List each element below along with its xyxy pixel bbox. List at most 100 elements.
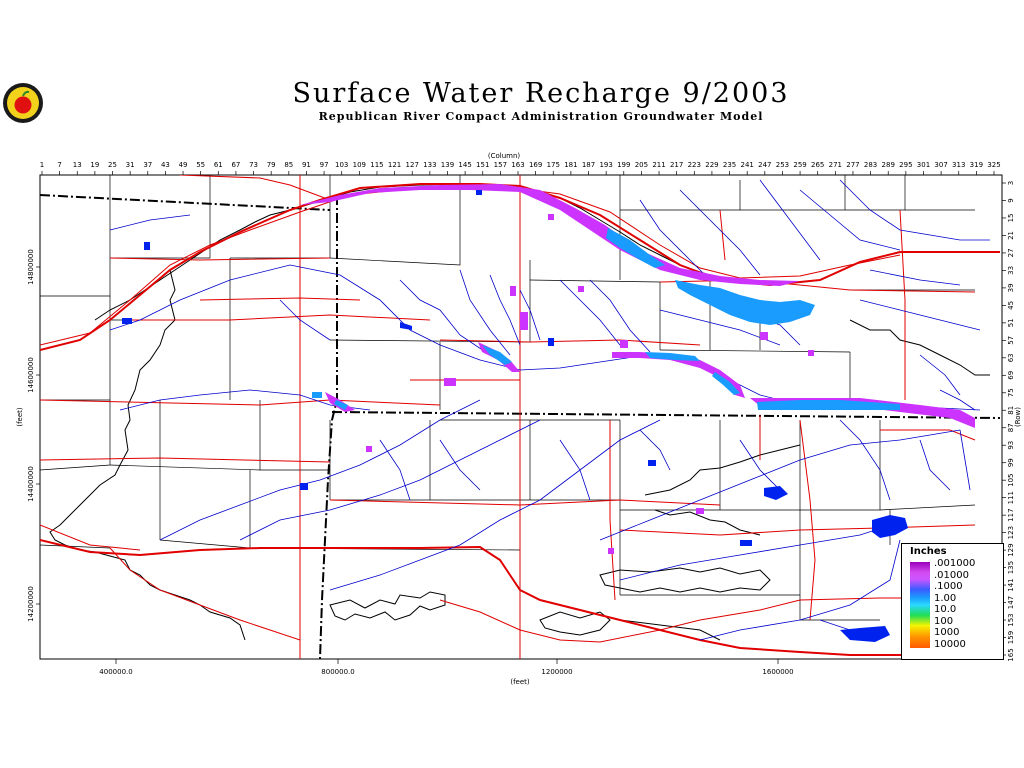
top-tick-label: 97	[320, 161, 329, 169]
top-tick-label: 7	[57, 161, 61, 169]
bottom-tick-label: 1600000	[762, 668, 793, 676]
county-boundaries	[40, 175, 976, 621]
right-tick-label: 15	[1007, 214, 1015, 223]
top-tick-label: 235	[723, 161, 736, 169]
bottom-axis: 400000.0 800000.0 1200000 1600000	[99, 659, 794, 676]
legend-label: .001000	[934, 558, 976, 569]
top-tick-label: 61	[214, 161, 223, 169]
legend-labels: .001000 .01000 .1000 1.00 10.0 100 1000 …	[934, 558, 975, 650]
top-tick-label: 163	[511, 161, 524, 169]
legend-title: Inches	[910, 546, 947, 557]
right-tick-label: 147	[1007, 596, 1015, 609]
top-tick-label: 271	[829, 161, 842, 169]
top-tick-label: 19	[90, 161, 99, 169]
right-tick-label: 111	[1007, 491, 1015, 504]
top-tick-label: 55	[196, 161, 205, 169]
top-tick-label: 325	[987, 161, 1000, 169]
right-tick-label: 27	[1007, 248, 1015, 257]
right-tick-label: 159	[1007, 631, 1015, 644]
right-tick-label: 3	[1007, 181, 1015, 185]
top-tick-label: 313	[952, 161, 965, 169]
map-subtitle: Republican River Compact Administration …	[318, 110, 764, 123]
legend-label: .1000	[934, 581, 963, 592]
right-tick-label: 33	[1007, 266, 1015, 275]
top-tick-label: 43	[161, 161, 170, 169]
bottom-axis-title: (feet)	[510, 678, 530, 686]
top-tick-label: 211	[652, 161, 665, 169]
right-tick-label: 81	[1007, 406, 1015, 415]
right-tick-label: 63	[1007, 353, 1015, 362]
bottom-tick-label: 800000.0	[321, 668, 354, 676]
right-tick-label: 135	[1007, 561, 1015, 574]
top-tick-label: 253	[776, 161, 789, 169]
top-tick-label: 145	[458, 161, 471, 169]
right-tick-label: 117	[1007, 508, 1015, 521]
top-tick-label: 259	[793, 161, 806, 169]
recharge-high-cells	[312, 228, 900, 410]
top-tick-label: 319	[970, 161, 983, 169]
bottom-tick-label: 1200000	[541, 668, 572, 676]
top-tick-label: 103	[335, 161, 348, 169]
legend-label: 10000	[934, 638, 966, 650]
right-tick-label: 9	[1007, 198, 1015, 202]
top-tick-label: 13	[73, 161, 82, 169]
left-axis: 14800000 14600000 14400000 14200000	[27, 249, 40, 622]
top-tick-label: 205	[635, 161, 648, 169]
top-tick-label: 121	[388, 161, 401, 169]
right-tick-label: 123	[1007, 526, 1015, 539]
top-tick-label: 157	[494, 161, 507, 169]
top-tick-label: 37	[143, 161, 152, 169]
top-tick-label: 91	[302, 161, 311, 169]
right-tick-label: 105	[1007, 473, 1015, 486]
top-tick-label: 73	[249, 161, 258, 169]
top-tick-label: 229	[705, 161, 718, 169]
right-tick-label: 93	[1007, 441, 1015, 450]
right-tick-label: 165	[1007, 648, 1015, 661]
top-tick-label: 31	[126, 161, 135, 169]
top-axis: 1 7 13 19 25 31 37 43 49 55 61 67 73 79 85 91 97 103 109 11…	[40, 161, 1001, 175]
legend-label: 100	[934, 615, 954, 627]
top-tick-label: 127	[406, 161, 419, 169]
top-tick-label: 193	[599, 161, 612, 169]
apple-logo-icon	[3, 83, 43, 123]
top-tick-label: 301	[917, 161, 930, 169]
left-tick-label: 14600000	[27, 357, 35, 393]
legend-label: 1000	[934, 627, 960, 638]
right-tick-label: 39	[1007, 283, 1015, 292]
top-tick-label: 241	[740, 161, 753, 169]
top-tick-label: 25	[108, 161, 117, 169]
top-tick-label: 283	[864, 161, 877, 169]
top-tick-label: 109	[353, 161, 366, 169]
top-tick-label: 169	[529, 161, 542, 169]
right-tick-label: 69	[1007, 371, 1015, 380]
right-tick-label: 57	[1007, 336, 1015, 345]
right-tick-label: 153	[1007, 613, 1015, 626]
top-tick-label: 175	[547, 161, 560, 169]
top-tick-label: 277	[846, 161, 859, 169]
top-tick-label: 151	[476, 161, 489, 169]
top-tick-label: 49	[179, 161, 188, 169]
top-tick-label: 139	[441, 161, 454, 169]
legend-label: .01000	[934, 569, 969, 581]
top-tick-label: 247	[758, 161, 771, 169]
right-tick-label: 87	[1007, 423, 1015, 432]
right-tick-label: 129	[1007, 543, 1015, 556]
legend-label: 1.00	[934, 592, 957, 604]
right-tick-label: 141	[1007, 578, 1015, 591]
top-tick-label: 67	[231, 161, 240, 169]
legend-label: 10.0	[934, 604, 957, 615]
legend-color-scale	[910, 562, 930, 648]
basin-boundary	[49, 183, 990, 641]
top-tick-label: 79	[267, 161, 276, 169]
right-tick-label: 45	[1007, 301, 1015, 310]
reservoirs	[122, 190, 908, 642]
right-tick-label: 21	[1007, 231, 1015, 240]
top-tick-label: 265	[811, 161, 824, 169]
bottom-tick-label: 400000.0	[99, 668, 132, 676]
top-tick-label: 181	[564, 161, 577, 169]
top-tick-label: 307	[934, 161, 947, 169]
top-tick-label: 1	[40, 161, 44, 169]
top-axis-title: (Column)	[488, 152, 521, 160]
top-tick-label: 187	[582, 161, 595, 169]
